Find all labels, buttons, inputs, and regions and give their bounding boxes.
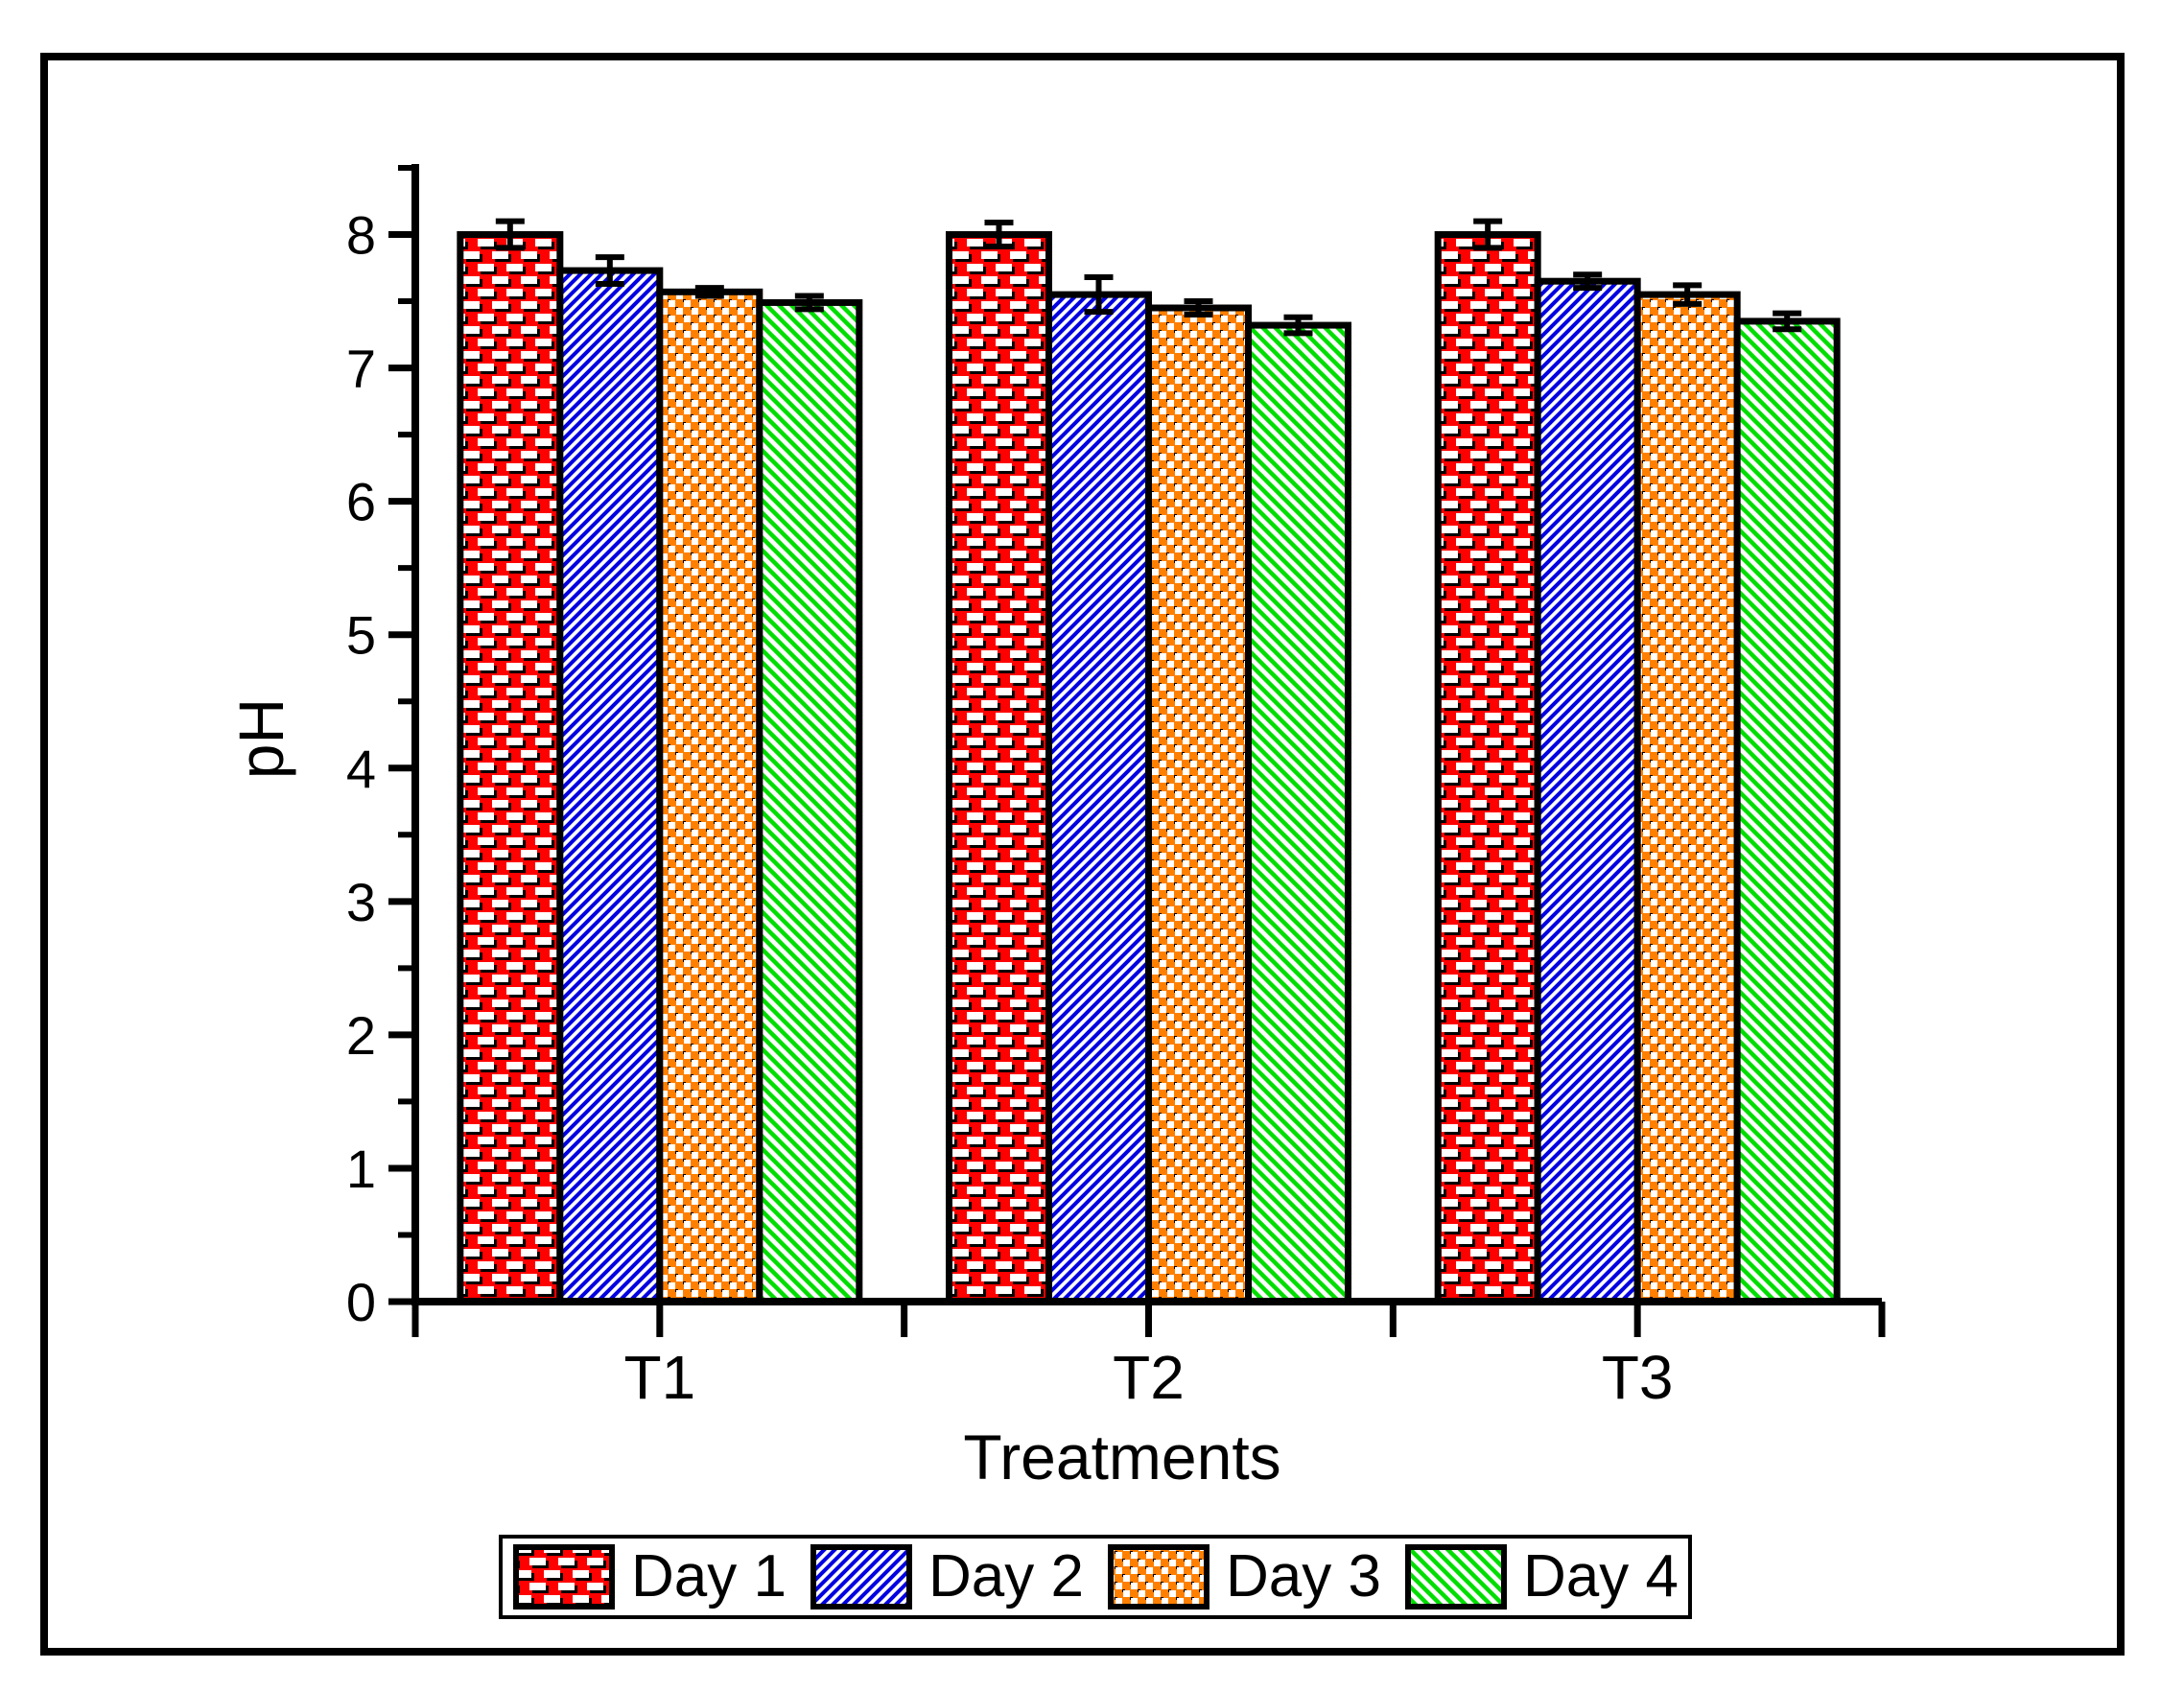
legend-swatch-day3-icon [1108,1544,1209,1610]
legend-swatch-day1-icon [513,1544,615,1610]
error-bar-T2-day4 [1283,314,1313,337]
error-bar-T2-day3 [1184,298,1213,317]
bar-T2-day2 [1045,291,1152,1305]
legend-item-day3: Day 3 [1107,1543,1381,1610]
error-bar-T2-day1 [984,220,1014,250]
error-bar-T2-day2 [1084,274,1114,316]
legend-label-day4: Day 4 [1523,1543,1679,1610]
legend-label-day3: Day 3 [1226,1543,1381,1610]
y-tick-label: 2 [346,1005,376,1066]
legend-item-day4: Day 4 [1404,1543,1679,1610]
y-tick-label: 8 [346,205,376,266]
bar-T2-day4 [1245,321,1351,1305]
y-tick-label: 1 [346,1139,376,1199]
bar-T3-day2 [1534,277,1641,1305]
legend-swatch-day2-icon [810,1544,912,1610]
bar-T2-day1 [946,231,1052,1305]
error-bar-T3-day3 [1673,282,1703,307]
bar-T1-day1 [457,231,564,1305]
plot-area: 0 1 2 3 4 5 6 7 8 T1 T2 T3 [346,163,1886,1412]
x-category-label: T1 [623,1343,695,1412]
legend-label-day1: Day 1 [631,1543,787,1610]
error-bar-T1-day3 [694,285,724,299]
x-category-label: T3 [1602,1343,1674,1412]
legend-item-day2: Day 2 [810,1543,1084,1610]
bar-T1-day2 [556,267,664,1305]
y-tick-label: 5 [346,605,376,666]
x-category-label: T2 [1113,1343,1185,1412]
bar-T3-day1 [1434,231,1541,1305]
error-bar-T1-day4 [794,293,824,313]
error-bar-T1-day2 [595,254,624,287]
x-axis-title: Treatments [963,1422,1280,1492]
legend-label-day2: Day 2 [928,1543,1084,1610]
y-tick-label: 7 [346,339,376,399]
y-tick-label: 0 [346,1272,376,1332]
error-bar-T3-day4 [1773,310,1802,333]
y-tick-label: 4 [346,739,376,799]
figure-border [40,53,2125,1656]
bar-T3-day3 [1633,291,1741,1305]
bar-T1-day3 [656,288,763,1305]
error-bar-T3-day1 [1473,218,1503,251]
legend: Day 1 Day 2 Day 3 Day 4 [499,1535,1692,1619]
bar-T3-day4 [1733,317,1841,1305]
legend-item-day1: Day 1 [512,1543,787,1610]
bar-T1-day4 [756,298,863,1305]
y-axis-title: pH [225,698,296,779]
y-tick-label: 3 [346,872,376,932]
error-bar-T3-day2 [1573,271,1603,292]
bar-T2-day3 [1145,304,1252,1305]
y-tick-label: 6 [346,472,376,532]
error-bar-T1-day1 [495,218,525,251]
legend-swatch-day4-icon [1405,1544,1507,1610]
